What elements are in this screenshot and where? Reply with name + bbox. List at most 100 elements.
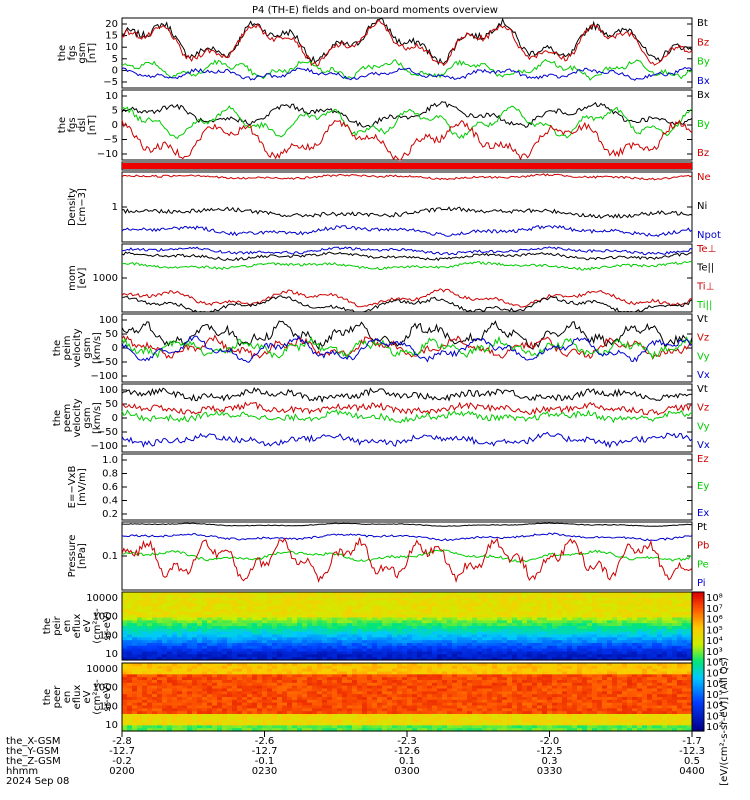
spec-peir-cell (227, 640, 233, 644)
spec-peer-cell (357, 725, 363, 729)
spec-peer-cell (297, 691, 303, 695)
spec-peer-cell (127, 711, 133, 715)
spec-peer-cell (332, 694, 338, 698)
spec-peir-cell (682, 634, 688, 638)
spec-peir-cell (332, 594, 338, 599)
spec-peir-cell (242, 620, 248, 624)
spec-peir-cell (312, 600, 318, 604)
spec-peir-cell (212, 651, 218, 655)
spec-peir-cell (422, 640, 428, 644)
spec-peir-cell (277, 592, 283, 596)
spec-peir-cell (402, 617, 408, 621)
spec-peir-cell (577, 645, 583, 650)
spec-peir-cell (167, 645, 173, 650)
spec-peer-cell (147, 688, 153, 692)
spec-peir-cell (237, 592, 243, 596)
spec-peir-cell (637, 634, 643, 638)
ylabel-peir-spec: sr-eV) (102, 611, 113, 640)
spec-peir-cell (292, 623, 298, 627)
spec-peer-cell (397, 716, 403, 721)
spec-peir-cell (322, 628, 328, 633)
spec-peer-cell (502, 682, 508, 687)
spec-peer-cell (187, 705, 193, 709)
spec-peer-cell (147, 722, 153, 726)
spec-peer-cell (167, 699, 173, 704)
spec-peer-cell (542, 665, 548, 670)
spec-peer-cell (182, 708, 188, 712)
spec-peer-cell (457, 688, 463, 692)
spec-peir-cell (337, 603, 343, 607)
spec-peir-cell (172, 654, 178, 658)
spec-peer-cell (177, 711, 183, 715)
spec-peer-cell (277, 699, 283, 704)
spec-peir-cell (232, 628, 238, 633)
spec-peer-cell (412, 680, 418, 684)
spec-peir-cell (532, 592, 538, 596)
spec-peir-cell (562, 645, 568, 650)
spec-peir-cell (157, 620, 163, 624)
spec-peer-cell (462, 674, 468, 678)
spec-peir-cell (652, 645, 658, 650)
spec-peer-cell (317, 708, 323, 712)
spec-peir-cell (582, 648, 588, 653)
spec-peir-cell (572, 611, 578, 616)
spec-peir-cell (432, 626, 438, 630)
spec-peir-cell (602, 634, 608, 638)
spec-peir-cell (227, 628, 233, 633)
legend-peem-vel-Vt: Vt (697, 384, 708, 395)
spec-peir-cell (487, 626, 493, 630)
spec-peer-cell (407, 668, 413, 673)
spec-peir-cell (537, 592, 543, 596)
spec-peir-cell (487, 651, 493, 655)
spec-peir-cell (492, 637, 498, 641)
spec-peir-cell (397, 617, 403, 621)
spec-peer-cell (432, 685, 438, 690)
spec-peer-cell (352, 671, 358, 675)
spec-peir-cell (482, 611, 488, 616)
spec-peir-cell (572, 592, 578, 596)
spec-peir-cell (227, 631, 233, 636)
spec-peer-cell (197, 671, 203, 675)
spec-peer-cell (372, 711, 378, 715)
spec-peir-cell (307, 614, 313, 619)
ylabel-peer-spec: (cm²-s- (92, 679, 103, 715)
spec-peir-cell (207, 620, 213, 624)
spec-peer-cell (352, 719, 358, 724)
spec-peer-cell (332, 711, 338, 715)
spec-peir-cell (517, 603, 523, 607)
spec-peir-cell (292, 634, 298, 638)
spec-peir-cell (127, 600, 133, 604)
spec-peir-cell (147, 600, 153, 604)
spec-peir-cell (287, 594, 293, 599)
spec-peer-cell (227, 663, 233, 667)
spec-peer-cell (297, 728, 303, 732)
spec-peir-cell (617, 645, 623, 650)
spec-peir-cell (527, 654, 533, 658)
spec-peir-cell (382, 637, 388, 641)
spec-peir-cell (512, 637, 518, 641)
spec-peir-cell (262, 594, 268, 599)
spec-peer-cell (147, 677, 153, 681)
spec-peir-cell (192, 657, 198, 661)
spec-peir-cell (122, 651, 128, 655)
spec-peer-cell (262, 714, 268, 718)
spec-peer-cell (277, 682, 283, 687)
spec-peir-cell (207, 657, 213, 661)
spec-peir-cell (607, 628, 613, 633)
spec-peir-cell (337, 648, 343, 653)
spec-peir-cell (367, 606, 373, 610)
spec-peir-cell (172, 637, 178, 641)
spec-peer-cell (432, 702, 438, 707)
spec-peer-cell (142, 677, 148, 681)
spec-peir-cell (667, 637, 673, 641)
spec-peer-cell (342, 697, 348, 701)
spec-peir-cell (447, 600, 453, 604)
spec-peir-cell (377, 634, 383, 638)
spec-peer-cell (182, 688, 188, 692)
spec-peir-cell (632, 611, 638, 616)
spec-peer-cell (292, 711, 298, 715)
spec-peir-cell (562, 631, 568, 636)
spec-peer-cell (387, 728, 393, 732)
spec-peer-cell (327, 708, 333, 712)
spec-peir-cell (612, 634, 618, 638)
